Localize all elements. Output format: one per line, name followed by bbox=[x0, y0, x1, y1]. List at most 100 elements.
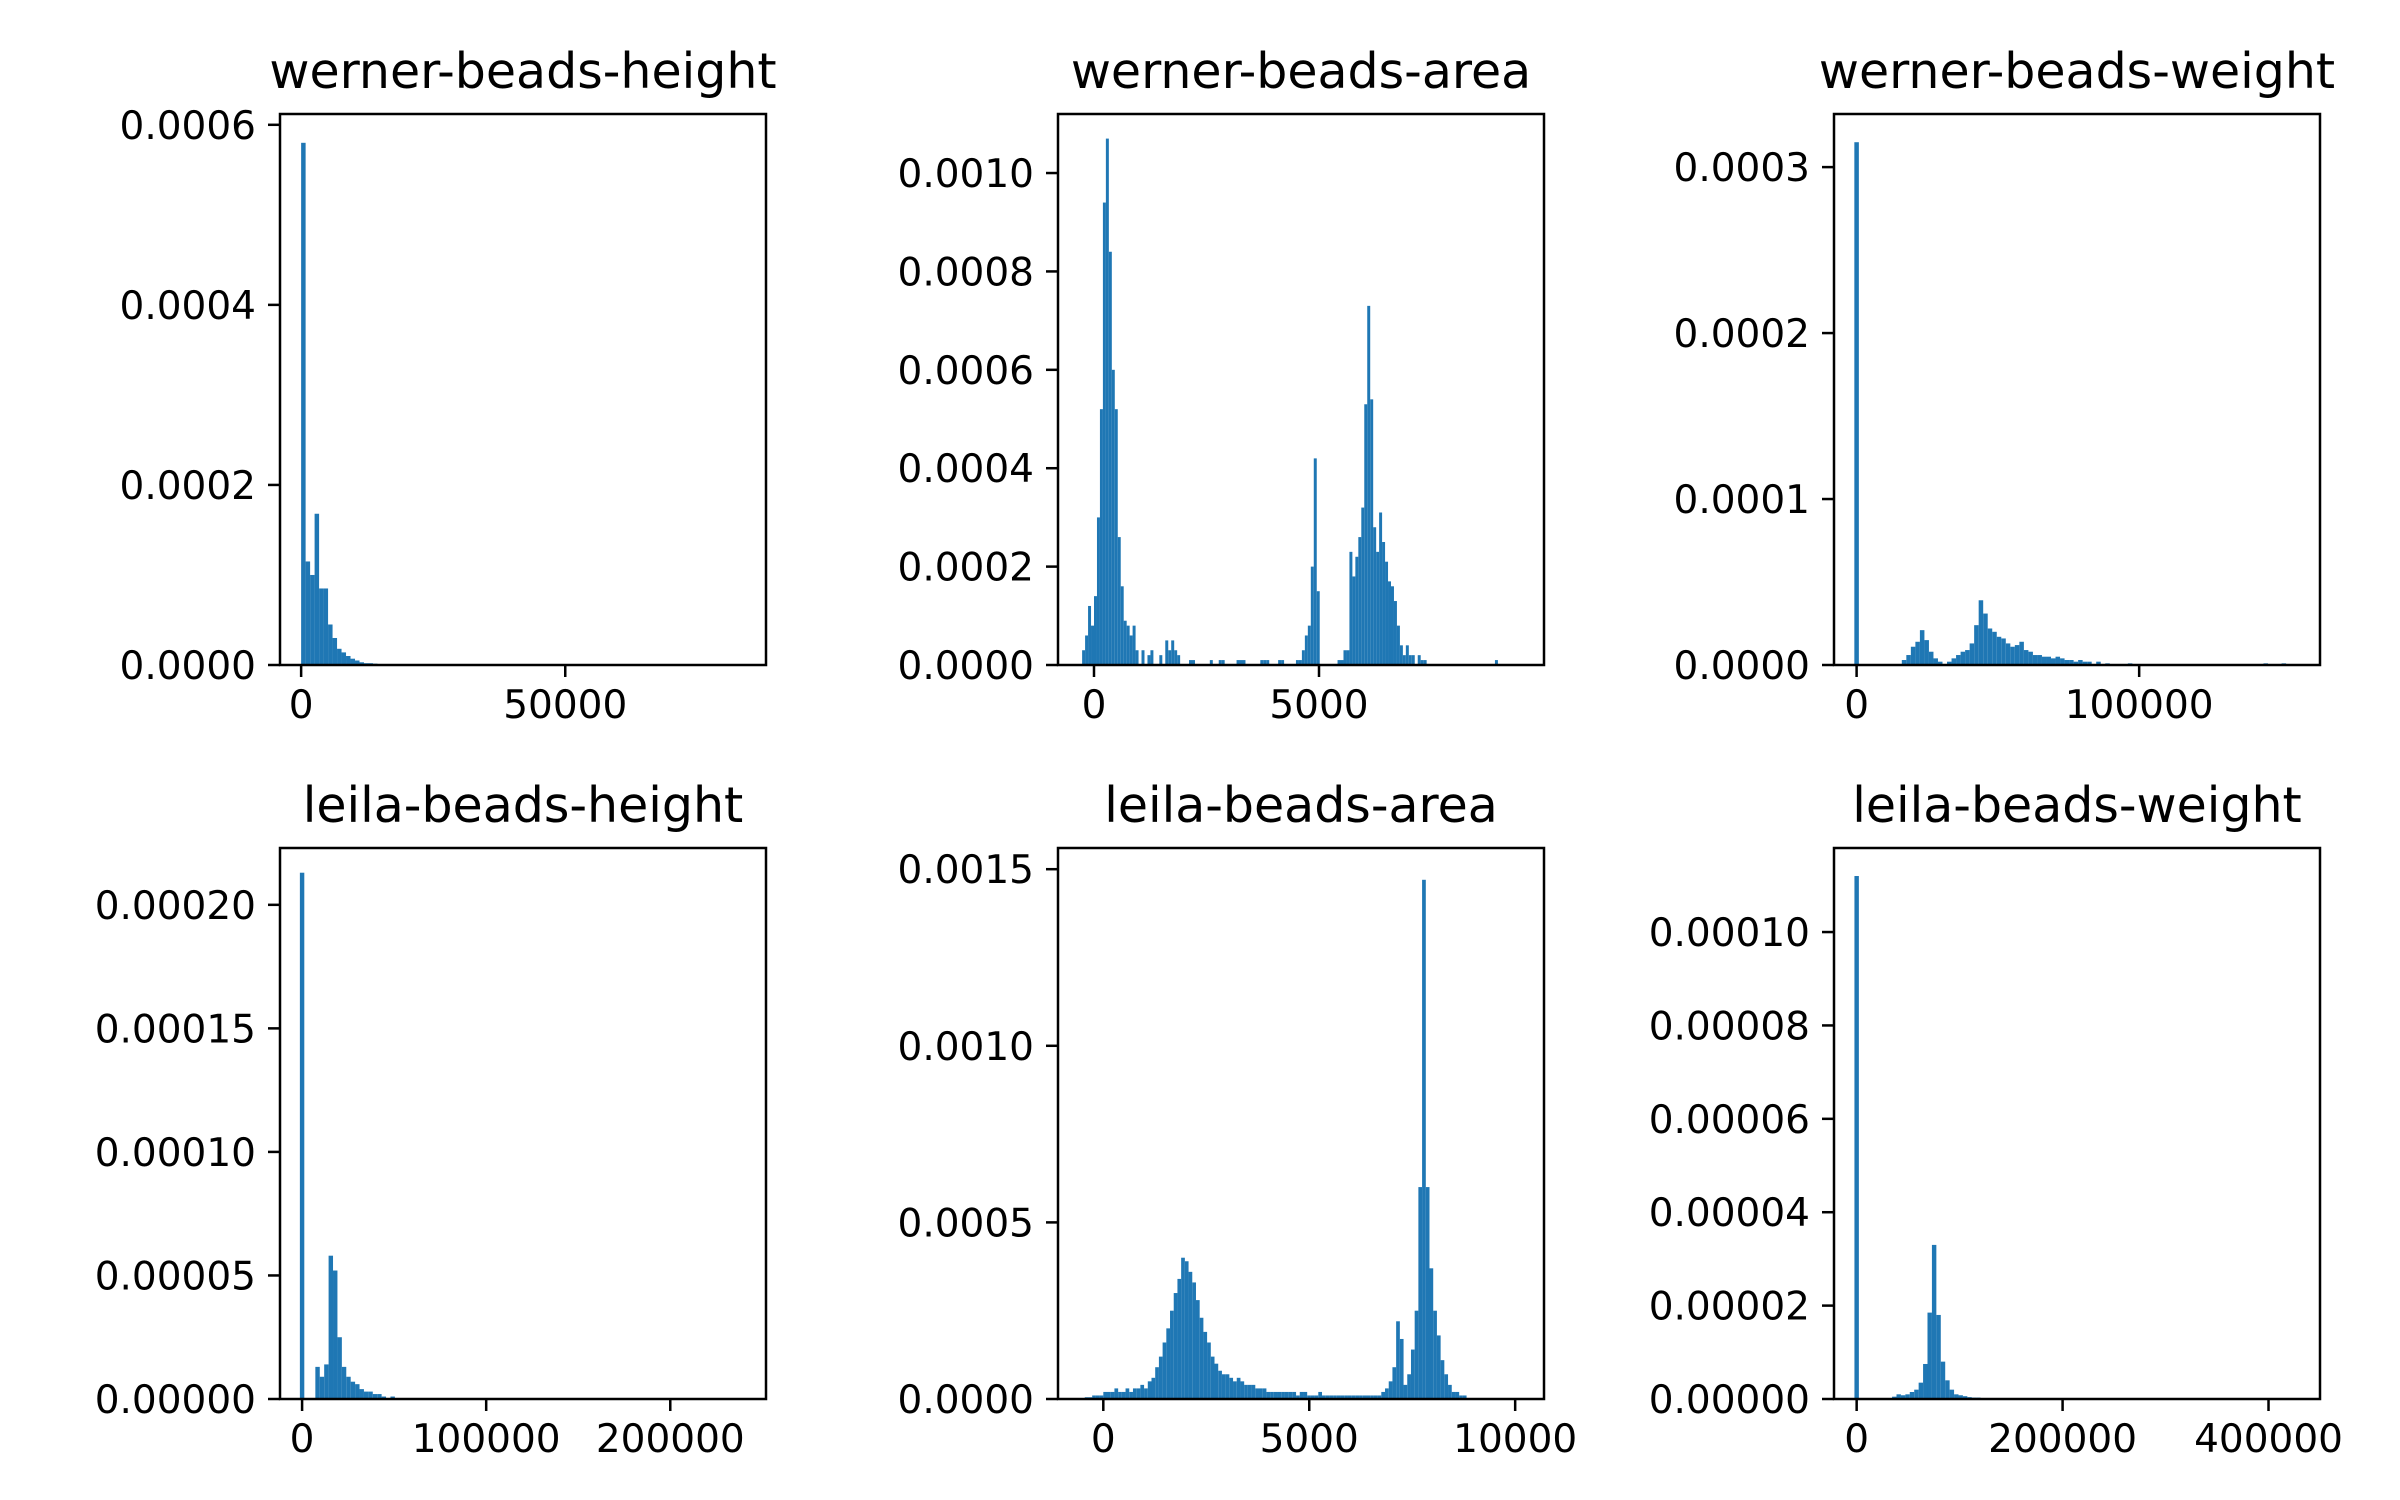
histogram-bar bbox=[1214, 1363, 1219, 1399]
axes-frame bbox=[1056, 112, 1546, 667]
histogram-bar bbox=[1171, 640, 1175, 665]
histogram-bar bbox=[1266, 1391, 1271, 1399]
histogram-bar bbox=[2051, 658, 2056, 665]
histogram-bar bbox=[1906, 655, 1911, 665]
histogram-bar bbox=[1207, 1342, 1211, 1399]
histogram-bar bbox=[1367, 305, 1371, 665]
histogram-bar bbox=[1192, 1282, 1196, 1399]
chart-title: werner-beads-weight bbox=[1819, 43, 2335, 100]
histogram-bar bbox=[1954, 1394, 1959, 1399]
histogram-bar bbox=[1155, 1367, 1159, 1399]
y-tick-label: 0.00020 bbox=[95, 884, 256, 929]
histogram-bar bbox=[355, 1384, 360, 1399]
histogram-bar bbox=[1455, 1391, 1460, 1399]
histogram-bar bbox=[1388, 1381, 1393, 1399]
x-tick-label: 0 bbox=[1091, 1417, 1116, 1462]
histogram-bar bbox=[1347, 1395, 1352, 1399]
histogram-bar bbox=[1901, 660, 1907, 665]
histogram-bar bbox=[1273, 1391, 1278, 1399]
histogram-bar bbox=[299, 872, 305, 1399]
chart-title: werner-beads-area bbox=[1071, 43, 1531, 100]
histogram-bar bbox=[346, 656, 351, 665]
histogram-bar bbox=[363, 1391, 369, 1399]
histogram-bar bbox=[1177, 1278, 1182, 1399]
histogram-bar bbox=[333, 1270, 338, 1399]
histogram-bar bbox=[328, 624, 333, 665]
histogram-bar bbox=[1233, 1381, 1237, 1399]
x-tick-label: 0 bbox=[1082, 683, 1107, 728]
histogram-bar bbox=[1314, 1395, 1319, 1399]
histogram-bar bbox=[1358, 537, 1362, 665]
panel-werner-beads-area: werner-beads-area 0 5000 0.0000 0.0002 0.0004… bbox=[898, 43, 1546, 728]
histogram-bar bbox=[1188, 1271, 1193, 1399]
y-tick-label: 0.0000 bbox=[1674, 644, 1810, 689]
histogram-bar bbox=[1425, 1187, 1430, 1399]
histogram-bar bbox=[1096, 517, 1100, 665]
histogram-bar bbox=[1102, 202, 1106, 666]
axes-frame bbox=[1832, 112, 2322, 667]
histogram-bar bbox=[1933, 658, 1938, 665]
histogram-bar bbox=[1132, 1388, 1137, 1399]
histogram-bar bbox=[1410, 1349, 1415, 1399]
histogram-bar bbox=[350, 1381, 356, 1399]
histogram-bar bbox=[1379, 512, 1383, 665]
histogram-bar bbox=[1284, 1391, 1289, 1399]
y-tick-label: 0.0004 bbox=[120, 284, 256, 329]
histogram-bar bbox=[2014, 645, 2020, 665]
histogram-bar bbox=[1962, 1396, 1968, 1399]
histogram-bar bbox=[1407, 1374, 1411, 1399]
axes-frame bbox=[278, 846, 768, 1401]
histogram-bar bbox=[1240, 1381, 1245, 1399]
x-tick-label: 0 bbox=[1844, 683, 1869, 728]
histogram-bar bbox=[1221, 1374, 1226, 1399]
histogram-bar bbox=[1174, 650, 1178, 665]
panel-werner-beads-height: werner-beads-height 0 50000 0.0000 0.0002 0.0… bbox=[120, 43, 777, 728]
y-tick-label: 0.0010 bbox=[898, 152, 1034, 197]
histogram-bar bbox=[2023, 650, 2029, 665]
histogram-bar bbox=[1996, 636, 2002, 665]
histogram-bar bbox=[1396, 625, 1400, 665]
histogram-bar bbox=[1411, 655, 1415, 665]
histogram-bar bbox=[1136, 1388, 1141, 1399]
histogram-bar bbox=[1103, 1391, 1108, 1399]
histogram-bar bbox=[1278, 660, 1282, 665]
histogram-bar bbox=[1854, 876, 1859, 1399]
histogram-bar bbox=[1366, 1395, 1371, 1399]
y-tick-label: 0.00015 bbox=[95, 1007, 256, 1052]
histogram-bar bbox=[1373, 1395, 1378, 1399]
histogram-bar bbox=[1262, 1388, 1267, 1399]
histogram-bar bbox=[1165, 640, 1169, 665]
y-tick-label: 0.0008 bbox=[898, 250, 1034, 295]
histogram-bar bbox=[1288, 1391, 1293, 1399]
histogram-bar bbox=[301, 142, 306, 665]
histogram-bar bbox=[2073, 661, 2079, 665]
y-tick-label: 0.00000 bbox=[95, 1378, 256, 1423]
histogram-bar bbox=[1414, 1310, 1419, 1399]
histogram-bar bbox=[1370, 399, 1374, 665]
histogram-bar bbox=[1346, 650, 1350, 665]
y-tick-label: 0.00008 bbox=[1649, 1004, 1810, 1049]
histogram-bar bbox=[1983, 613, 1988, 665]
histogram-bar bbox=[1381, 1391, 1386, 1399]
histogram-bar bbox=[1147, 655, 1151, 665]
histogram-bar bbox=[319, 1376, 325, 1399]
histogram-bar bbox=[1199, 1317, 1204, 1399]
histogram-bar bbox=[1158, 1356, 1163, 1399]
histogram-bar bbox=[355, 660, 360, 665]
histogram-bar bbox=[350, 658, 356, 665]
histogram-bar bbox=[1393, 601, 1397, 665]
histogram-bar bbox=[346, 1376, 351, 1399]
histogram-bar bbox=[1125, 1388, 1130, 1399]
histogram-bar bbox=[1095, 1395, 1100, 1399]
histogram-bar bbox=[372, 1394, 378, 1399]
y-tick-label: 0.0002 bbox=[1674, 312, 1810, 357]
histogram-bar bbox=[2055, 656, 2061, 665]
histogram-bar bbox=[1978, 600, 1984, 665]
x-tick-label: 0 bbox=[289, 683, 314, 728]
histogram-bar bbox=[1974, 625, 1979, 665]
histogram-bar bbox=[1905, 1394, 1910, 1399]
histogram-bar bbox=[1247, 1384, 1252, 1399]
histogram-bar bbox=[1854, 142, 1859, 665]
histogram-bar bbox=[310, 574, 315, 665]
histogram-bar bbox=[1151, 1377, 1156, 1399]
